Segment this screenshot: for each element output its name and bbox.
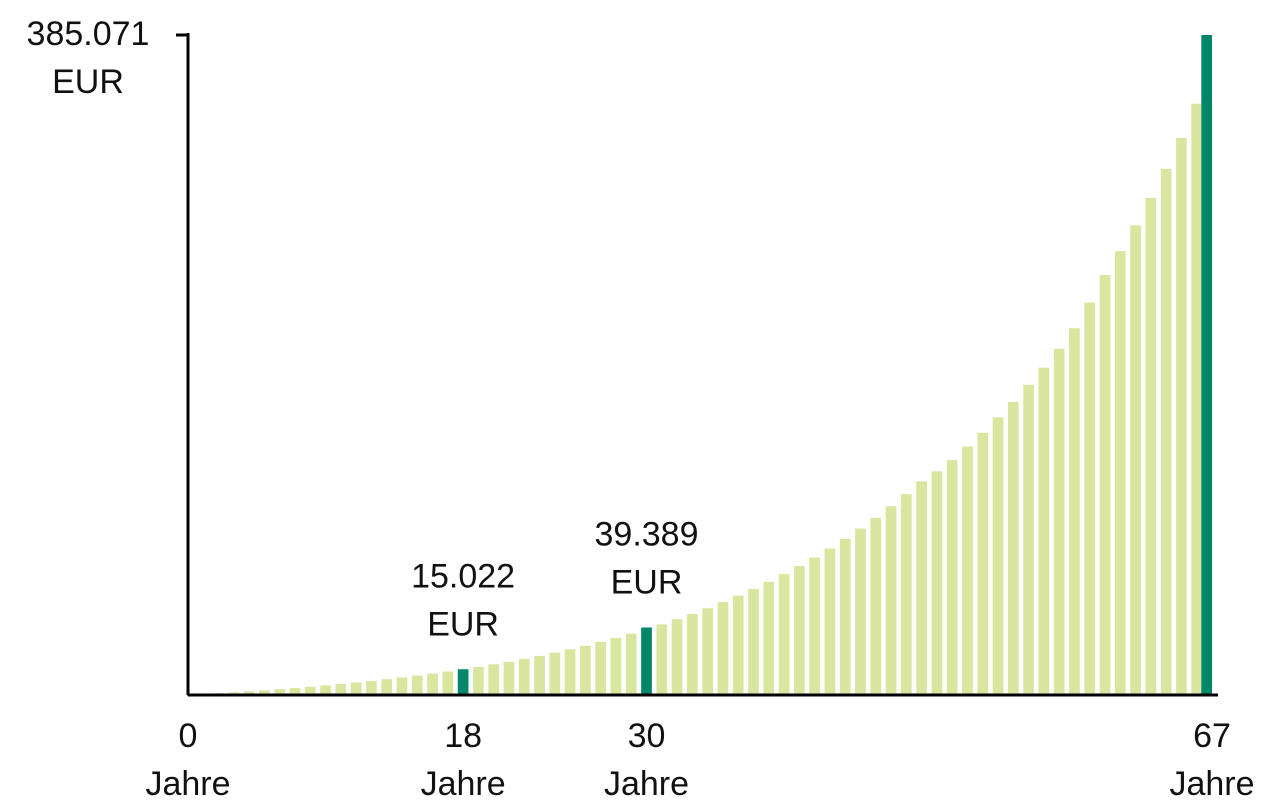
y-tick-label: 385.071 EUR xyxy=(27,15,150,101)
bar xyxy=(625,633,637,695)
value-label: 39.389 EUR xyxy=(595,515,699,601)
bar xyxy=(289,687,301,695)
bar xyxy=(427,673,438,695)
bar xyxy=(748,588,759,695)
bar xyxy=(488,664,500,695)
bar xyxy=(1084,302,1096,695)
bar xyxy=(1023,384,1034,695)
bar xyxy=(717,602,729,695)
bar xyxy=(931,471,943,695)
bar xyxy=(1053,348,1065,695)
bar xyxy=(824,548,836,695)
bar xyxy=(900,494,912,695)
bar xyxy=(473,666,484,695)
x-tick-label: 30 Jahre xyxy=(604,717,689,803)
bar xyxy=(243,691,255,695)
bar xyxy=(518,658,530,695)
bar xyxy=(763,581,775,695)
bar xyxy=(1145,197,1157,696)
bar xyxy=(870,517,882,695)
x-tick-label: 0 Jahre xyxy=(145,717,230,803)
bar xyxy=(1007,401,1019,695)
bar xyxy=(259,690,270,695)
bar xyxy=(396,677,408,695)
bar xyxy=(335,684,347,695)
highlight-bar xyxy=(1201,35,1212,695)
bar xyxy=(946,460,958,695)
x-tick-label: 18 Jahre xyxy=(421,717,506,803)
bar xyxy=(885,506,897,695)
bar xyxy=(809,557,820,695)
bar xyxy=(381,679,393,695)
bar xyxy=(304,686,316,695)
bar xyxy=(671,619,683,695)
bar xyxy=(610,637,622,695)
bar xyxy=(702,608,713,695)
bar xyxy=(595,641,607,695)
bar xyxy=(732,595,744,695)
bar xyxy=(1160,168,1172,695)
bar xyxy=(1176,137,1187,696)
bar xyxy=(992,417,1004,695)
bar xyxy=(274,689,286,695)
bar xyxy=(1191,103,1203,695)
bar xyxy=(916,481,927,695)
bar xyxy=(1038,367,1050,695)
bar xyxy=(442,671,454,695)
x-tick-label: 67 Jahre xyxy=(1169,717,1254,803)
bar xyxy=(1069,328,1080,695)
bar xyxy=(503,661,515,695)
bar xyxy=(580,645,591,695)
bar xyxy=(1114,251,1126,696)
highlight-bar xyxy=(641,627,652,695)
bar xyxy=(839,538,851,695)
bar xyxy=(564,649,576,695)
bar xyxy=(778,574,790,695)
bar xyxy=(1099,275,1111,695)
bar xyxy=(1130,225,1141,695)
bar xyxy=(534,655,545,695)
bar xyxy=(320,685,331,695)
bar xyxy=(656,624,668,695)
bar xyxy=(793,566,805,695)
bar xyxy=(549,652,561,695)
bar xyxy=(411,675,423,695)
bar xyxy=(962,446,973,695)
bar xyxy=(366,680,377,695)
bar xyxy=(855,528,866,695)
highlight-bar xyxy=(457,669,469,695)
bar xyxy=(350,682,362,695)
value-label: 15.022 EUR xyxy=(411,557,515,643)
bar xyxy=(977,432,989,695)
bar xyxy=(687,613,698,695)
